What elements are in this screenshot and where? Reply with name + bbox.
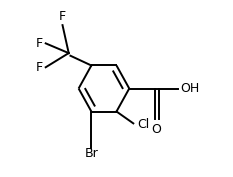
Text: O: O	[151, 123, 161, 136]
Text: F: F	[59, 10, 66, 23]
Text: F: F	[36, 61, 43, 74]
Text: OH: OH	[180, 82, 199, 95]
Text: F: F	[36, 37, 43, 50]
Text: Br: Br	[85, 147, 98, 160]
Text: Cl: Cl	[138, 118, 150, 131]
